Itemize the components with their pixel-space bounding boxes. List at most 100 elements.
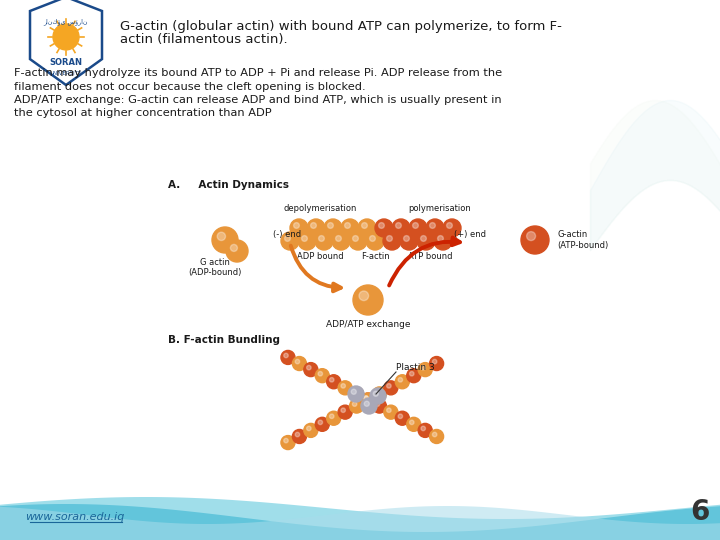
Text: SORAN: SORAN bbox=[50, 58, 83, 68]
Circle shape bbox=[304, 423, 318, 437]
Circle shape bbox=[330, 377, 334, 382]
Circle shape bbox=[430, 356, 444, 370]
Circle shape bbox=[345, 222, 351, 228]
Circle shape bbox=[526, 232, 536, 240]
Text: filament does not occur because the cleft opening is blocked.: filament does not occur because the clef… bbox=[14, 82, 366, 91]
Circle shape bbox=[315, 369, 329, 383]
Circle shape bbox=[430, 222, 436, 228]
Circle shape bbox=[284, 235, 290, 241]
Circle shape bbox=[409, 219, 427, 237]
Circle shape bbox=[430, 429, 444, 443]
Circle shape bbox=[426, 219, 444, 237]
Text: (-) end: (-) end bbox=[273, 230, 301, 239]
Text: G-actin
(ATP-bound): G-actin (ATP-bound) bbox=[557, 230, 608, 249]
Circle shape bbox=[298, 232, 316, 250]
FancyArrowPatch shape bbox=[389, 238, 460, 286]
Circle shape bbox=[284, 438, 288, 443]
Circle shape bbox=[315, 417, 329, 431]
Text: ADP/ATP exchange: ADP/ATP exchange bbox=[325, 320, 410, 329]
Circle shape bbox=[383, 232, 401, 250]
Circle shape bbox=[226, 240, 248, 262]
Circle shape bbox=[366, 232, 384, 250]
Circle shape bbox=[387, 235, 392, 241]
Circle shape bbox=[400, 232, 418, 250]
Circle shape bbox=[318, 420, 323, 424]
Polygon shape bbox=[0, 497, 720, 540]
Circle shape bbox=[417, 232, 435, 250]
Circle shape bbox=[353, 285, 383, 315]
Text: 6: 6 bbox=[690, 498, 710, 526]
Text: www.soran.edu.iq: www.soran.edu.iq bbox=[25, 512, 125, 522]
Circle shape bbox=[290, 219, 308, 237]
Text: the cytosol at higher concentration than ADP: the cytosol at higher concentration than… bbox=[14, 109, 271, 118]
Circle shape bbox=[281, 232, 299, 250]
Text: B. F-actin Bundling: B. F-actin Bundling bbox=[168, 335, 280, 345]
Circle shape bbox=[433, 433, 437, 437]
Circle shape bbox=[341, 408, 346, 413]
Circle shape bbox=[420, 235, 426, 241]
Text: ATP bound: ATP bound bbox=[408, 252, 452, 261]
Text: ADP/ATP exchange: G-actin can release ADP and bind ATP, which is usually present: ADP/ATP exchange: G-actin can release AD… bbox=[14, 95, 502, 105]
Circle shape bbox=[292, 356, 307, 370]
Circle shape bbox=[418, 362, 432, 376]
Text: UNIVERSITY: UNIVERSITY bbox=[50, 71, 82, 76]
Circle shape bbox=[395, 411, 409, 425]
Circle shape bbox=[438, 235, 444, 241]
Circle shape bbox=[352, 390, 357, 394]
Circle shape bbox=[434, 232, 452, 250]
Circle shape bbox=[375, 219, 393, 237]
Circle shape bbox=[341, 219, 359, 237]
Circle shape bbox=[361, 398, 377, 414]
Circle shape bbox=[384, 405, 398, 419]
Circle shape bbox=[398, 414, 402, 418]
Circle shape bbox=[392, 219, 410, 237]
Circle shape bbox=[418, 423, 432, 437]
Circle shape bbox=[384, 381, 398, 395]
Circle shape bbox=[395, 375, 409, 389]
Circle shape bbox=[307, 219, 325, 237]
Circle shape bbox=[398, 377, 402, 382]
Circle shape bbox=[319, 235, 324, 241]
Circle shape bbox=[446, 222, 452, 228]
Circle shape bbox=[370, 388, 386, 404]
Circle shape bbox=[353, 235, 359, 241]
Text: G actin
(ADP-bound): G actin (ADP-bound) bbox=[189, 258, 242, 278]
Circle shape bbox=[521, 226, 549, 254]
Circle shape bbox=[304, 362, 318, 376]
Polygon shape bbox=[30, 0, 102, 85]
Circle shape bbox=[327, 375, 341, 389]
Circle shape bbox=[217, 232, 225, 240]
Circle shape bbox=[364, 401, 369, 406]
Circle shape bbox=[361, 393, 375, 407]
Circle shape bbox=[421, 426, 426, 431]
Text: depolymerisation: depolymerisation bbox=[283, 204, 356, 213]
Circle shape bbox=[295, 359, 300, 364]
Circle shape bbox=[327, 411, 341, 425]
Circle shape bbox=[407, 417, 420, 431]
Circle shape bbox=[281, 436, 295, 450]
Circle shape bbox=[404, 235, 410, 241]
Circle shape bbox=[332, 232, 350, 250]
Circle shape bbox=[212, 227, 238, 253]
Circle shape bbox=[349, 232, 367, 250]
Circle shape bbox=[302, 235, 307, 241]
Circle shape bbox=[341, 383, 346, 388]
Circle shape bbox=[348, 386, 364, 402]
Circle shape bbox=[358, 219, 376, 237]
Circle shape bbox=[294, 222, 300, 228]
Circle shape bbox=[350, 399, 364, 413]
Text: F-actin may hydrolyze its bound ATP to ADP + Pi and release Pi. ADP release from: F-actin may hydrolyze its bound ATP to A… bbox=[14, 68, 502, 78]
Circle shape bbox=[307, 426, 311, 431]
Text: A.     Actin Dynamics: A. Actin Dynamics bbox=[168, 180, 289, 190]
Text: G-actin (globular actin) with bound ATP can polymerize, to form F-: G-actin (globular actin) with bound ATP … bbox=[120, 20, 562, 33]
Circle shape bbox=[387, 383, 391, 388]
Text: ADP bound: ADP bound bbox=[297, 252, 343, 261]
Circle shape bbox=[338, 381, 352, 395]
Circle shape bbox=[372, 399, 387, 413]
Circle shape bbox=[407, 369, 420, 383]
Circle shape bbox=[375, 402, 379, 407]
Circle shape bbox=[379, 222, 384, 228]
Circle shape bbox=[387, 408, 391, 413]
Circle shape bbox=[373, 391, 378, 396]
Text: F-actin: F-actin bbox=[361, 252, 390, 261]
